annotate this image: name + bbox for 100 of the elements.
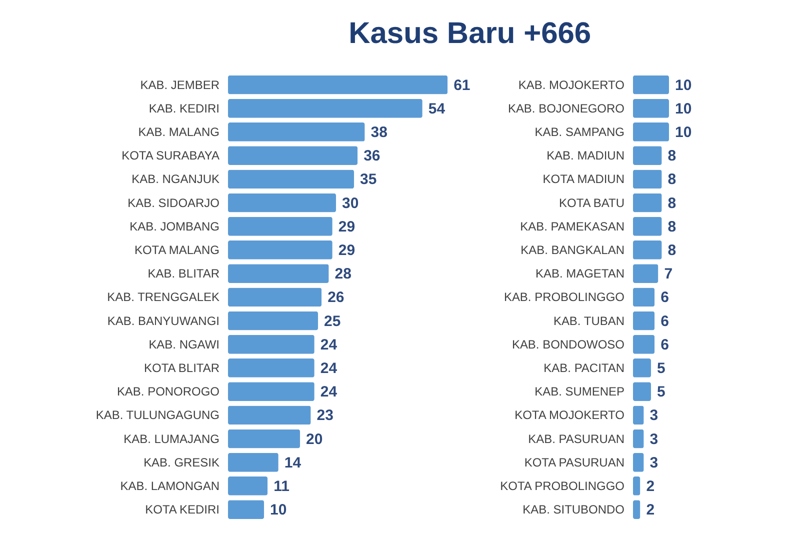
data-label: 36 [364, 148, 380, 165]
data-label: 8 [668, 218, 676, 236]
bar [632, 75, 669, 94]
bar [228, 452, 278, 472]
bar [632, 406, 644, 425]
bar [228, 500, 264, 520]
data-label: 6 [660, 336, 669, 354]
bar [632, 264, 658, 284]
bar [228, 75, 448, 94]
bar [228, 406, 311, 425]
y-tick-label: KAB. BOJONEGORO [508, 101, 624, 116]
y-tick-label: KAB. MADIUN [546, 148, 624, 163]
y-tick-label: KOTA PROBOLINGGO [500, 478, 624, 493]
y-tick-label: KAB. MOJOKERTO [518, 78, 624, 92]
y-tick-label: KAB. BANYUWANGI [107, 314, 220, 328]
bar [632, 170, 662, 189]
chart-title: Kasus Baru +666 [348, 17, 592, 50]
y-tick-label: KAB. SIDOARJO [128, 196, 220, 210]
y-tick-label: KOTA SURABAYA [122, 148, 220, 163]
data-label: 7 [664, 266, 673, 283]
y-tick-label: KAB. NGANJUK [132, 172, 220, 186]
y-tick-label: KAB. PASURUAN [528, 432, 624, 446]
bar [228, 311, 318, 330]
y-tick-label: KAB. JEMBER [140, 78, 220, 92]
y-tick-label: KAB. LAMONGAN [120, 478, 220, 493]
data-label: 24 [320, 384, 338, 401]
data-label: 26 [328, 289, 344, 306]
data-label: 8 [668, 194, 676, 212]
data-label: 35 [360, 171, 377, 188]
data-label: 5 [656, 384, 666, 401]
y-tick-label: KAB. PONOROGO [116, 384, 220, 399]
y-tick-label: KAB. TUBAN [553, 314, 624, 328]
bar [228, 98, 422, 118]
bar [632, 429, 644, 448]
bar [228, 264, 329, 284]
bar [228, 240, 332, 260]
bar [228, 193, 336, 212]
bar [632, 98, 669, 118]
data-label: 54 [428, 100, 446, 118]
bar [228, 429, 300, 448]
bar [228, 122, 365, 142]
data-label: 6 [660, 289, 669, 306]
bar [632, 288, 655, 307]
y-tick-label: KOTA KEDIRI [145, 502, 220, 517]
y-tick-label: KAB. NGAWI [148, 337, 220, 352]
data-label: 5 [656, 360, 666, 377]
y-tick-label: KAB. PAMEKASAN [520, 219, 624, 234]
data-label: 29 [338, 242, 356, 259]
y-tick-label: KAB. MALANG [138, 125, 220, 139]
y-tick-label: KAB. MAGETAN [535, 266, 624, 281]
y-tick-label: KOTA MOJOKERTO [514, 408, 624, 422]
y-tick-label: KAB. JOMBANG [130, 219, 220, 234]
bar [228, 476, 268, 496]
y-tick-label: KAB. SUMENEP [534, 384, 624, 399]
bar [632, 240, 662, 260]
y-tick-label: KOTA BLITAR [144, 360, 220, 375]
data-label: 29 [338, 218, 356, 236]
y-tick-label: KAB. SAMPANG [534, 125, 624, 139]
bar [228, 170, 354, 189]
bar [632, 500, 640, 520]
bar [632, 122, 669, 142]
bar [632, 193, 662, 212]
data-label: 10 [270, 502, 287, 519]
y-tick-label: KOTA MALANG [134, 242, 220, 257]
data-label: 8 [668, 242, 676, 259]
data-label: 14 [284, 454, 302, 472]
data-label: 3 [650, 430, 658, 448]
y-tick-label: KAB. PROBOLINGGO [504, 290, 624, 304]
data-label: 25 [324, 312, 341, 330]
bar [228, 216, 332, 236]
bar [632, 452, 644, 472]
bar [632, 476, 640, 496]
bar [228, 288, 322, 307]
bar [632, 334, 655, 354]
y-tick-label: KAB. LUMAJANG [124, 432, 220, 446]
data-label: 24 [320, 360, 338, 377]
data-label: 10 [674, 100, 692, 118]
data-label: 2 [646, 478, 655, 495]
data-label: 11 [274, 478, 290, 495]
data-label: 30 [342, 194, 359, 212]
data-label: 6 [660, 312, 669, 330]
y-tick-label: KAB. GRESIK [144, 455, 220, 470]
data-label: 8 [668, 171, 676, 188]
y-tick-label: KAB. TULUNGAGUNG [96, 408, 220, 422]
data-label: 20 [306, 430, 323, 448]
y-tick-label: KAB. PACITAN [544, 360, 624, 375]
y-tick-label: KAB. BLITAR [148, 266, 220, 281]
y-tick-label: KAB. BANGKALAN [520, 242, 624, 257]
y-tick-label: KOTA BATU [559, 196, 624, 210]
bar [632, 358, 651, 378]
bar [632, 382, 651, 402]
y-tick-label: KAB. BONDOWOSO [512, 337, 624, 352]
data-label: 10 [674, 76, 692, 94]
data-label: 61 [454, 76, 470, 94]
bar [228, 334, 314, 354]
data-label: 8 [668, 148, 676, 165]
data-label: 24 [320, 336, 338, 354]
data-label: 3 [650, 407, 658, 424]
data-label: 23 [316, 407, 334, 424]
y-tick-label: KOTA PASURUAN [524, 455, 624, 470]
